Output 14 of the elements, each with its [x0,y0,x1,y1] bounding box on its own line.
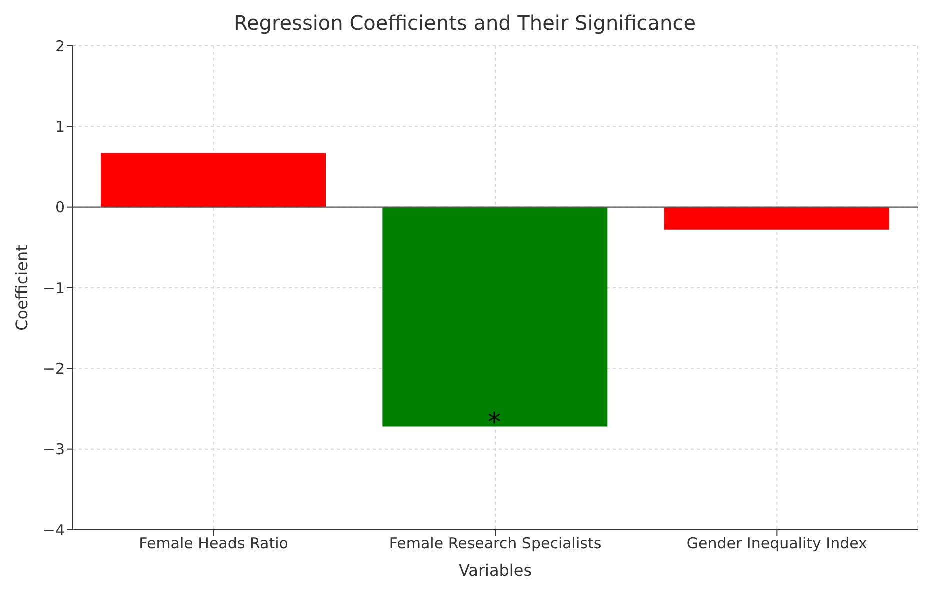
x-tick-label: Female Heads Ratio [139,534,288,553]
y-axis-title: Coefficient [12,245,32,331]
annotation: * [488,408,501,438]
x-tick-label: Gender Inequality Index [686,534,868,553]
x-tick-label: Female Research Specialists [389,534,602,553]
y-tick-label: 2 [55,37,65,56]
chart-title: Regression Coefficients and Their Significance [232,10,698,37]
x-axis-title: Variables [458,561,532,580]
y-tick-label: −2 [42,360,65,378]
y-tick-label: 1 [55,118,65,136]
y-tick-label: 0 [55,198,65,217]
y-tick-label: −4 [42,521,65,540]
y-tick-label: −3 [42,440,65,459]
y-tick-label: −1 [42,279,65,298]
